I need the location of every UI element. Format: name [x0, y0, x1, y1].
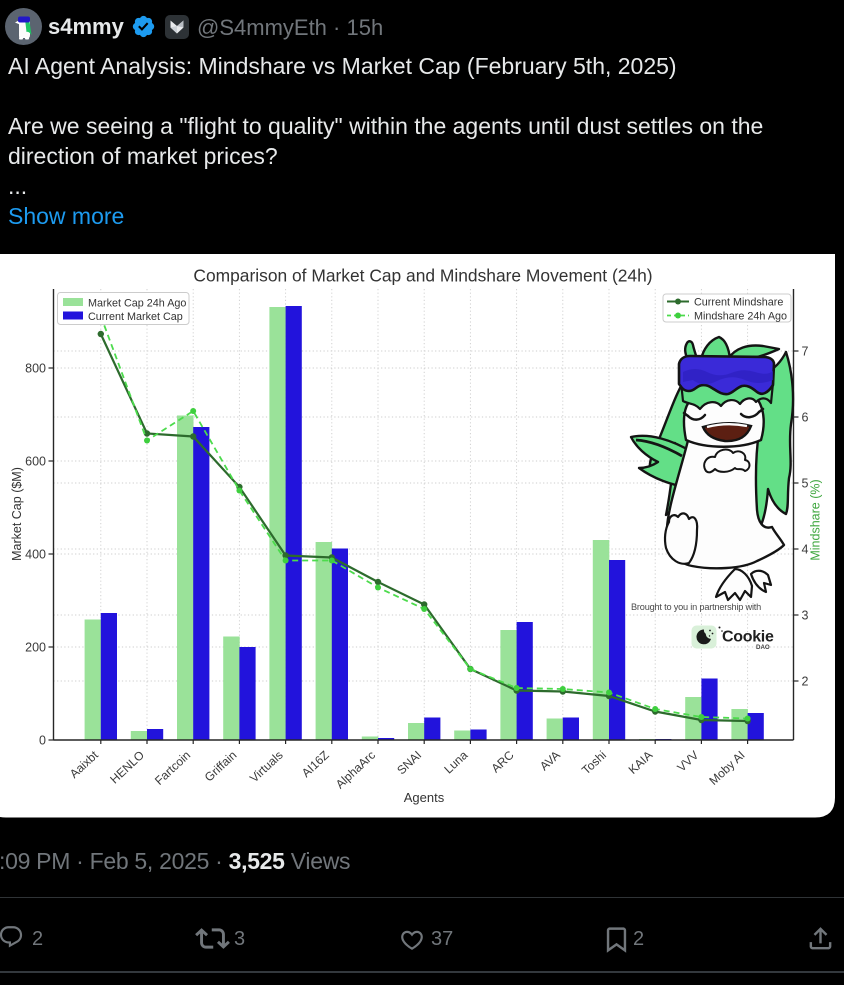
svg-text:Mindshare (%): Mindshare (%): [809, 479, 823, 560]
svg-text:Brought to you in partnership: Brought to you in partnership with: [631, 602, 761, 612]
svg-text:2: 2: [802, 675, 809, 689]
svg-text:Mindshare 24h Ago: Mindshare 24h Ago: [694, 311, 787, 323]
svg-text:Market Cap ($M): Market Cap ($M): [10, 467, 24, 561]
svg-text:400: 400: [25, 548, 46, 562]
svg-text:Market Cap 24h Ago: Market Cap 24h Ago: [88, 298, 186, 310]
svg-text:800: 800: [25, 362, 46, 376]
svg-text:3: 3: [802, 609, 809, 623]
svg-text:0: 0: [39, 734, 46, 748]
svg-text:7: 7: [802, 345, 809, 359]
svg-text:600: 600: [25, 455, 46, 469]
svg-text:200: 200: [25, 641, 46, 655]
svg-text:Cookie: Cookie: [722, 629, 774, 646]
svg-text:Current Mindshare: Current Mindshare: [694, 297, 783, 309]
svg-text:Comparison of Market Cap and M: Comparison of Market Cap and Mindshare M…: [193, 266, 652, 286]
svg-text:5: 5: [802, 477, 809, 491]
svg-text:4: 4: [802, 543, 809, 557]
svg-text:Agents: Agents: [404, 790, 445, 805]
svg-text:DAO: DAO: [756, 644, 770, 651]
svg-text:Current Market Cap: Current Market Cap: [88, 311, 183, 323]
svg-text:6: 6: [802, 411, 809, 425]
